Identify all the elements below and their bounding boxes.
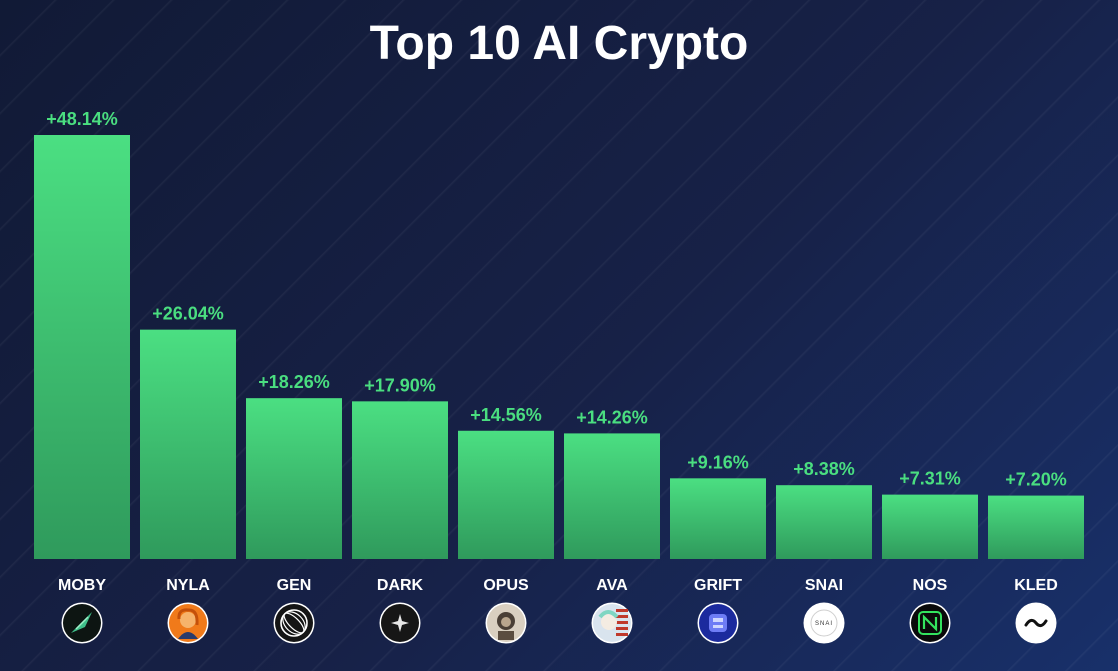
grift-icon <box>697 602 739 644</box>
bar-ava <box>564 433 660 559</box>
category-label-dark: DARK <box>377 577 424 594</box>
category-label-nyla: NYLA <box>166 577 210 594</box>
category-label-moby: MOBY <box>58 577 106 594</box>
snai-icon: SNAI <box>803 602 845 644</box>
bar-nyla <box>140 329 236 559</box>
value-label-opus: +14.56% <box>470 405 542 425</box>
nos-icon <box>909 602 951 644</box>
kled-icon <box>1015 602 1057 644</box>
category-label-gen: GEN <box>277 577 312 594</box>
opus-icon <box>485 602 527 644</box>
category-label-nos: NOS <box>913 577 948 594</box>
nyla-icon <box>167 602 209 644</box>
value-label-kled: +7.20% <box>1005 470 1067 490</box>
category-label-kled: KLED <box>1014 577 1058 594</box>
bar-grift <box>670 478 766 559</box>
bar-opus <box>458 430 554 559</box>
category-label-grift: GRIFT <box>694 577 742 594</box>
value-label-snai: +8.38% <box>793 459 855 479</box>
dark-icon <box>379 602 421 644</box>
value-label-nos: +7.31% <box>899 469 961 489</box>
bar-gen <box>246 398 342 559</box>
gen-icon <box>273 602 315 644</box>
value-label-moby: +48.14% <box>46 109 118 129</box>
ava-icon <box>591 602 633 644</box>
value-label-dark: +17.90% <box>364 375 436 395</box>
value-label-grift: +9.16% <box>687 452 749 472</box>
value-label-nyla: +26.04% <box>152 304 224 324</box>
snai-icon-text: SNAI <box>815 621 833 627</box>
value-label-ava: +14.26% <box>576 407 648 427</box>
moby-icon <box>61 602 103 644</box>
bar-dark <box>352 401 448 559</box>
category-label-opus: OPUS <box>483 577 529 594</box>
category-label-snai: SNAI <box>805 577 843 594</box>
bar-moby <box>34 135 130 559</box>
bar-kled <box>988 495 1084 559</box>
bar-nos <box>882 494 978 559</box>
bar-snai <box>776 485 872 559</box>
chart-title: Top 10 AI Crypto <box>369 17 749 70</box>
category-label-ava: AVA <box>596 577 628 594</box>
value-label-gen: +18.26% <box>258 372 330 392</box>
